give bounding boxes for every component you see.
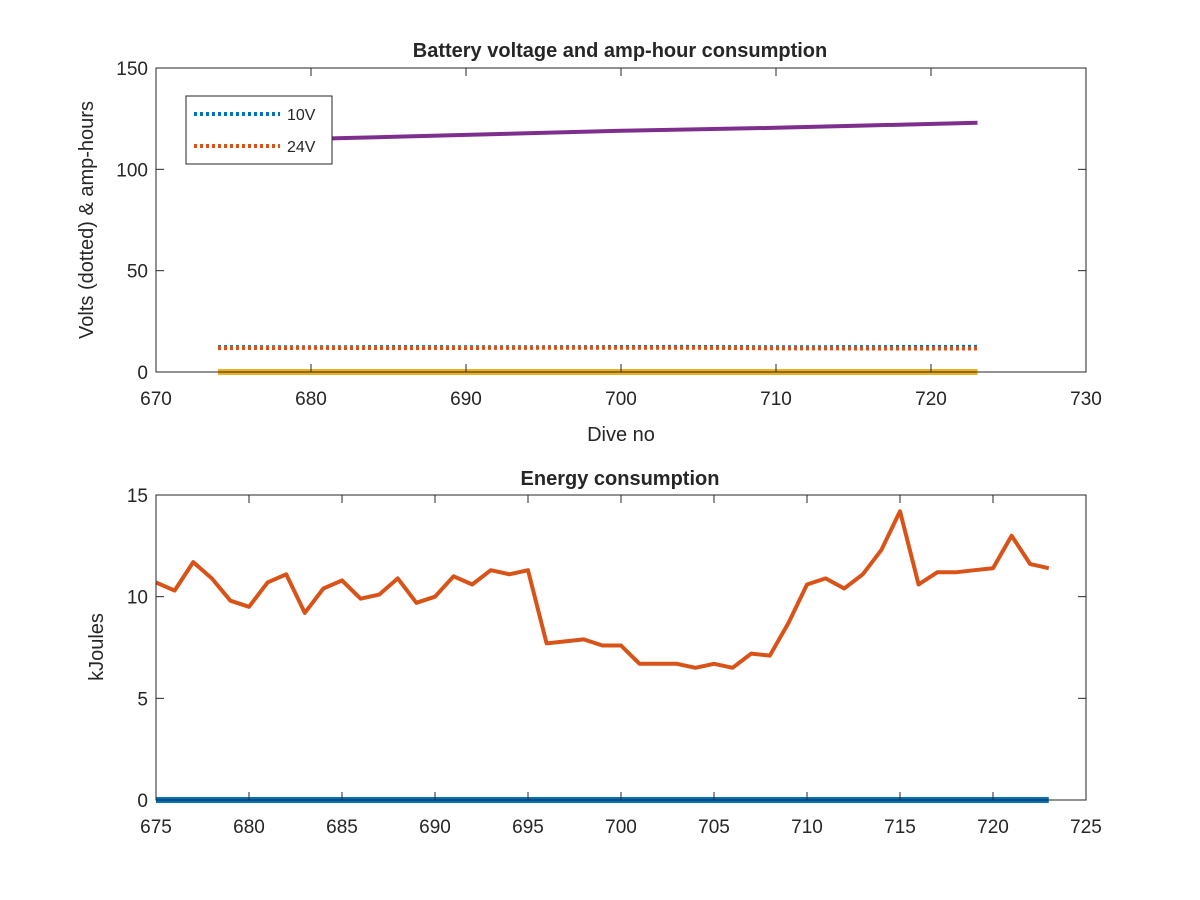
y-tick-label: 5 xyxy=(137,689,148,710)
voltage-chart-title: Battery voltage and amp-hour consumption xyxy=(413,40,827,62)
x-tick-label: 715 xyxy=(884,817,916,838)
x-tick-label: 700 xyxy=(605,389,637,410)
x-tick-label: 710 xyxy=(791,817,823,838)
y-tick-label: 10 xyxy=(127,588,148,609)
x-tick-label: 730 xyxy=(1070,389,1102,410)
energy-chart-ylabel: kJoules xyxy=(86,613,108,681)
voltage-chart-axes-box xyxy=(155,67,1087,373)
y-tick-label: 100 xyxy=(116,160,148,181)
x-tick-label: 710 xyxy=(760,389,792,410)
y-tick-label: 50 xyxy=(127,262,148,283)
y-tick-label: 0 xyxy=(137,363,148,384)
legend-box xyxy=(185,95,333,165)
energy-chart-axes-box xyxy=(155,494,1087,801)
legend-label-24v: 24V xyxy=(287,139,316,156)
voltage-chart-ylabel: Volts (dotted) & amp-hours xyxy=(76,101,98,339)
series-line-1-1 xyxy=(155,509,1050,670)
x-tick-label: 690 xyxy=(419,817,451,838)
series-line-0-1 xyxy=(217,345,978,351)
y-tick-label: 0 xyxy=(137,791,148,812)
x-tick-label: 720 xyxy=(977,817,1009,838)
legend-label-10v: 10V xyxy=(287,107,316,124)
y-tick-label: 150 xyxy=(116,59,148,80)
x-tick-label: 675 xyxy=(140,817,172,838)
energy-chart-title: Energy consumption xyxy=(521,468,720,490)
x-tick-label: 700 xyxy=(605,817,637,838)
energy-chart: Energy consumption 675 680 685 690 695 700 705… xyxy=(86,468,1102,838)
x-tick-label: 690 xyxy=(450,389,482,410)
voltage-chart-xlabel: Dive no xyxy=(587,424,655,446)
x-tick-label: 720 xyxy=(915,389,947,410)
y-tick-label: 15 xyxy=(127,486,148,507)
x-tick-label: 695 xyxy=(512,817,544,838)
x-tick-label: 725 xyxy=(1070,817,1102,838)
x-tick-label: 685 xyxy=(326,817,358,838)
x-tick-label: 680 xyxy=(295,389,327,410)
x-tick-label: 705 xyxy=(698,817,730,838)
x-tick-label: 680 xyxy=(233,817,265,838)
voltage-chart: Battery voltage and amp-hour consumption… xyxy=(76,40,1102,446)
voltage-chart-legend: 10V 24V xyxy=(185,95,333,165)
x-tick-label: 670 xyxy=(140,389,172,410)
